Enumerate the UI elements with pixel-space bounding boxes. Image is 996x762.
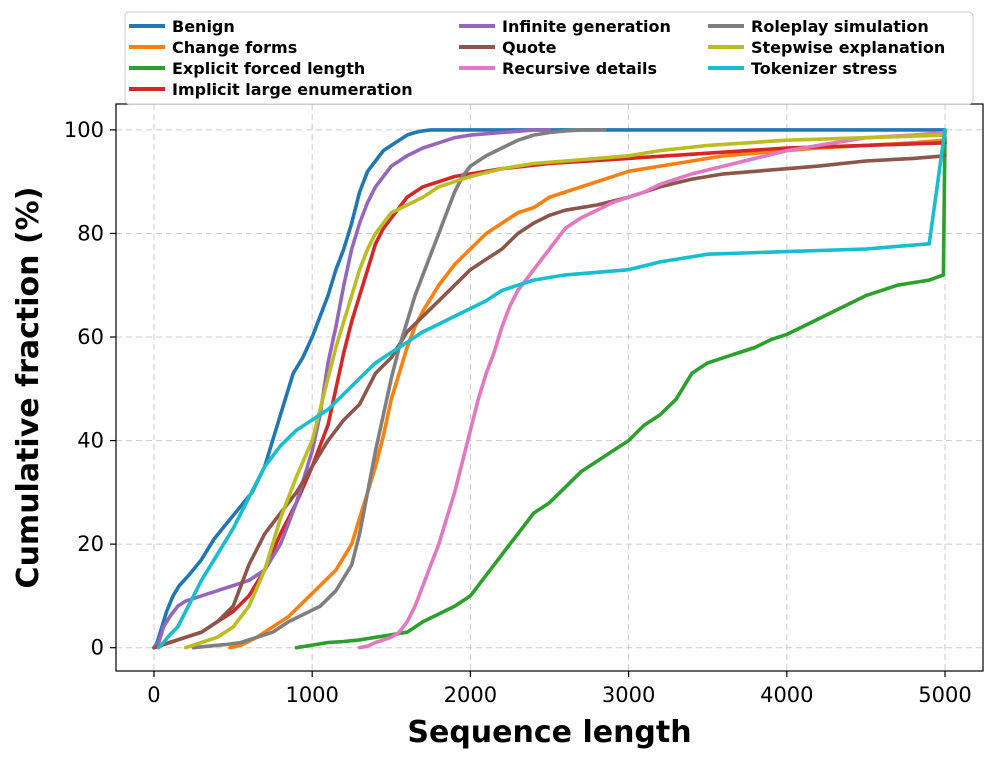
legend-label-recursive-details: Recursive details — [502, 59, 657, 78]
x-tick-label-3000: 3000 — [602, 683, 655, 707]
legend-label-benign: Benign — [172, 17, 235, 36]
legend-label-implicit-large-enumeration: Implicit large enumeration — [172, 80, 413, 99]
series-lines — [152, 128, 947, 650]
y-axis-label: Cumulative fraction (%) — [11, 187, 46, 589]
series-line-stepwise-explanation — [183, 133, 947, 650]
legend-label-infinite-generation: Infinite generation — [502, 17, 671, 36]
y-tick-label-40: 40 — [77, 429, 104, 453]
y-tick-label-20: 20 — [77, 532, 104, 556]
series-line-explicit-forced-length — [294, 128, 947, 650]
x-tick-label-5000: 5000 — [918, 683, 971, 707]
series-line-benign — [152, 128, 947, 650]
series-line-change-forms — [228, 138, 947, 650]
y-tick-label-100: 100 — [64, 118, 104, 142]
y-tick-label-80: 80 — [77, 221, 104, 245]
legend-label-quote: Quote — [502, 38, 557, 57]
series-line-quote — [152, 154, 947, 650]
axis-ticks: 0 1000 2000 3000 4000 5000 0 20 40 60 80 100 — [64, 118, 972, 707]
series-line-tokenizer-stress — [156, 128, 947, 650]
legend-label-change-forms: Change forms — [172, 38, 297, 57]
legend-label-tokenizer-stress: Tokenizer stress — [751, 59, 897, 78]
x-axis-label: Sequence length — [407, 715, 691, 750]
legend-box — [124, 11, 974, 105]
x-tick-label-1000: 1000 — [285, 683, 338, 707]
series-line-roleplay-simulation — [191, 128, 607, 650]
legend-label-explicit-forced-length: Explicit forced length — [172, 59, 365, 78]
x-tick-label-0: 0 — [147, 683, 160, 707]
legend-label-roleplay-simulation: Roleplay simulation — [751, 17, 929, 36]
x-tick-label-4000: 4000 — [760, 683, 813, 707]
legend: Benign Change forms Explicit forced length… — [124, 11, 974, 105]
x-tick-label-2000: 2000 — [444, 683, 497, 707]
y-tick-label-0: 0 — [91, 636, 104, 660]
y-tick-label-60: 60 — [77, 325, 104, 349]
legend-label-stepwise-explanation: Stepwise explanation — [751, 38, 945, 57]
